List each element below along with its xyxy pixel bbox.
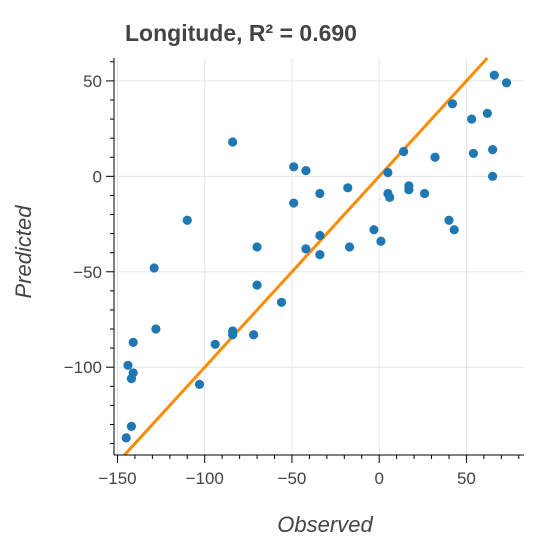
data-point [289,198,298,207]
data-point [122,433,131,442]
data-point [399,147,408,156]
data-point [488,145,497,154]
y-tick-label: −100 [64,358,102,377]
x-tick-label: −50 [278,469,307,488]
data-point [123,361,132,370]
data-point [450,225,459,234]
data-points [122,71,512,443]
data-point [195,380,204,389]
chart-title: Longitude, R² = 0.690 [125,20,357,46]
data-point [129,368,138,377]
data-point [301,166,310,175]
data-point [420,189,429,198]
data-point [502,78,511,87]
x-tick-label: 0 [374,469,383,488]
data-point [301,244,310,253]
data-point [430,153,439,162]
data-point [369,225,378,234]
data-point [467,114,476,123]
data-point [249,330,258,339]
reference-line-layer [124,58,487,455]
data-point [488,172,497,181]
data-point [228,326,237,335]
data-point [151,324,160,333]
data-point [183,216,192,225]
data-point [277,298,286,307]
data-point [469,149,478,158]
x-tick-label: −100 [186,469,224,488]
data-point [289,162,298,171]
data-point [444,216,453,225]
reference-line [124,58,487,455]
data-point [252,281,261,290]
data-point [383,168,392,177]
data-point [343,183,352,192]
x-tick-label: −150 [98,469,136,488]
x-tick-label: 50 [457,469,476,488]
data-point [345,242,354,251]
data-point [315,189,324,198]
data-point [385,193,394,202]
y-tick-label: −50 [73,263,102,282]
data-point [376,237,385,246]
data-point [483,109,492,118]
data-point [127,422,136,431]
data-point [315,250,324,259]
y-tick-label: 50 [83,72,102,91]
data-point [211,340,220,349]
data-point [129,338,138,347]
data-point [228,137,237,146]
y-tick-label: 0 [93,167,102,186]
data-point [490,71,499,80]
data-point [252,242,261,251]
x-axis-label: Observed [277,512,373,537]
data-point [315,231,324,240]
data-point [404,185,413,194]
y-axis-label: Predicted [11,205,36,299]
data-point [150,263,159,272]
data-point [448,99,457,108]
